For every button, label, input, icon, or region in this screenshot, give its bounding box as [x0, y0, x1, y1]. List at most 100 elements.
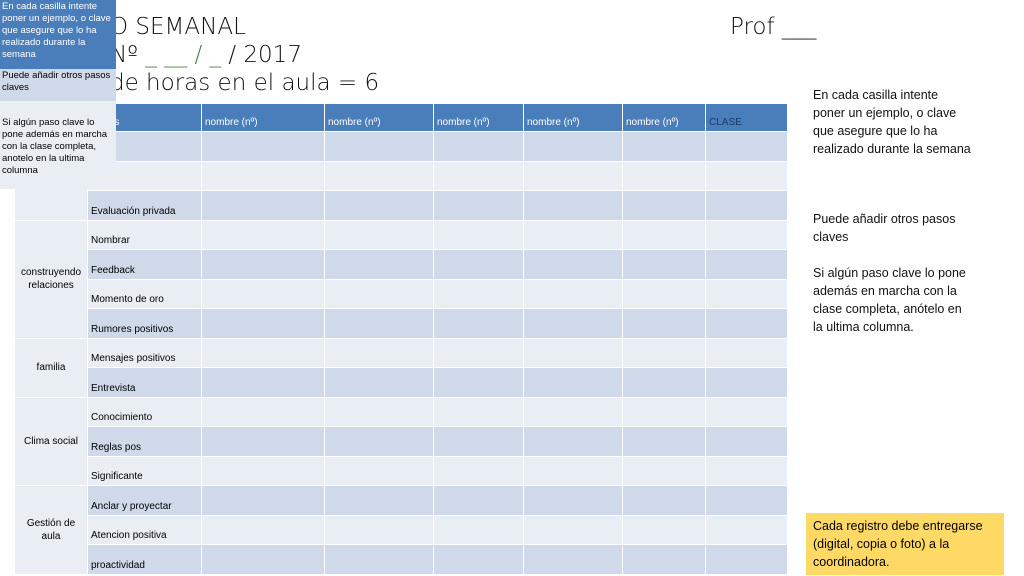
table-row: Significante	[15, 455, 788, 486]
entry-cell[interactable]	[201, 485, 325, 516]
entry-cell[interactable]	[324, 337, 434, 368]
entry-cell[interactable]	[324, 544, 434, 575]
entry-cell[interactable]	[201, 219, 325, 250]
category-cell: familia	[14, 337, 88, 398]
entry-cell[interactable]	[622, 308, 706, 339]
entry-cell[interactable]	[622, 337, 706, 368]
overlay-instruction-3: Si algún paso clave lo pone además en ma…	[0, 101, 116, 189]
clase-cell[interactable]	[705, 278, 788, 309]
entry-cell[interactable]	[433, 455, 524, 486]
entry-cell[interactable]	[433, 131, 524, 162]
entry-cell[interactable]	[433, 308, 524, 339]
entry-cell[interactable]	[622, 367, 706, 398]
entry-cell[interactable]	[622, 190, 706, 221]
entry-cell[interactable]	[622, 219, 706, 250]
entry-cell[interactable]	[324, 219, 434, 250]
entry-cell[interactable]	[622, 249, 706, 280]
entry-cell[interactable]	[433, 396, 524, 427]
entry-cell[interactable]	[324, 278, 434, 309]
entry-cell[interactable]	[324, 426, 434, 457]
entry-cell[interactable]	[201, 367, 325, 398]
entry-cell[interactable]	[523, 219, 623, 250]
entry-cell[interactable]	[622, 514, 706, 545]
entry-cell[interactable]	[622, 485, 706, 516]
entry-cell[interactable]	[324, 190, 434, 221]
clase-cell[interactable]	[705, 219, 788, 250]
entry-cell[interactable]	[523, 367, 623, 398]
entry-cell[interactable]	[523, 249, 623, 280]
clase-cell[interactable]	[705, 308, 788, 339]
entry-cell[interactable]	[523, 160, 623, 191]
clase-cell[interactable]	[705, 426, 788, 457]
entry-cell[interactable]	[201, 190, 325, 221]
entry-cell[interactable]	[433, 485, 524, 516]
entry-cell[interactable]	[433, 544, 524, 575]
entry-cell[interactable]	[201, 337, 325, 368]
entry-cell[interactable]	[523, 426, 623, 457]
entry-cell[interactable]	[201, 455, 325, 486]
entry-cell[interactable]	[523, 190, 623, 221]
clase-cell[interactable]	[705, 367, 788, 398]
clase-cell[interactable]	[705, 544, 788, 575]
clase-cell[interactable]	[705, 455, 788, 486]
title-line-1: O SEMANAL	[110, 14, 246, 40]
entry-cell[interactable]	[523, 485, 623, 516]
entry-cell[interactable]	[433, 514, 524, 545]
entry-cell[interactable]	[201, 426, 325, 457]
entry-cell[interactable]	[523, 455, 623, 486]
entry-cell[interactable]	[433, 337, 524, 368]
clase-cell[interactable]	[705, 514, 788, 545]
entry-cell[interactable]	[324, 485, 434, 516]
entry-cell[interactable]	[324, 367, 434, 398]
entry-cell[interactable]	[201, 308, 325, 339]
clase-cell[interactable]	[705, 485, 788, 516]
entry-cell[interactable]	[324, 396, 434, 427]
entry-cell[interactable]	[324, 514, 434, 545]
entry-cell[interactable]	[622, 278, 706, 309]
clase-cell[interactable]	[705, 337, 788, 368]
entry-cell[interactable]	[523, 308, 623, 339]
entry-cell[interactable]	[324, 249, 434, 280]
entry-cell[interactable]	[622, 455, 706, 486]
entry-cell[interactable]	[201, 249, 325, 280]
entry-cell[interactable]	[201, 131, 325, 162]
weekly-record-table: claves nombre (nº) nombre (nº) nombre (n…	[14, 103, 788, 575]
category-cell: Clima social	[14, 396, 88, 486]
entry-cell[interactable]	[433, 190, 524, 221]
entry-cell[interactable]	[433, 160, 524, 191]
entry-cell[interactable]	[433, 249, 524, 280]
entry-cell[interactable]	[622, 131, 706, 162]
table-row: Atencion positiva	[15, 514, 788, 545]
clase-cell[interactable]	[705, 190, 788, 221]
entry-cell[interactable]	[523, 544, 623, 575]
entry-cell[interactable]	[324, 455, 434, 486]
entry-cell[interactable]	[324, 308, 434, 339]
clase-cell[interactable]	[705, 396, 788, 427]
entry-cell[interactable]	[201, 514, 325, 545]
entry-cell[interactable]	[433, 219, 524, 250]
entry-cell[interactable]	[201, 160, 325, 191]
entry-cell[interactable]	[523, 337, 623, 368]
clase-cell[interactable]	[705, 249, 788, 280]
entry-cell[interactable]	[523, 396, 623, 427]
entry-cell[interactable]	[523, 131, 623, 162]
entry-cell[interactable]	[622, 396, 706, 427]
entry-cell[interactable]	[324, 160, 434, 191]
entry-cell[interactable]	[433, 367, 524, 398]
entry-cell[interactable]	[433, 278, 524, 309]
clase-cell[interactable]	[705, 131, 788, 162]
entry-cell[interactable]	[201, 544, 325, 575]
entry-cell[interactable]	[622, 544, 706, 575]
entry-cell[interactable]	[324, 131, 434, 162]
entry-cell[interactable]	[201, 278, 325, 309]
date-blanks: _ __ / _	[138, 42, 222, 68]
row-key: Reglas pos	[87, 426, 202, 457]
entry-cell[interactable]	[201, 396, 325, 427]
entry-cell[interactable]	[523, 278, 623, 309]
entry-cell[interactable]	[622, 426, 706, 457]
table-row: construyendo relaciones Nombrar	[14, 219, 788, 339]
entry-cell[interactable]	[622, 160, 706, 191]
clase-cell[interactable]	[705, 160, 788, 191]
entry-cell[interactable]	[433, 426, 524, 457]
entry-cell[interactable]	[523, 514, 623, 545]
